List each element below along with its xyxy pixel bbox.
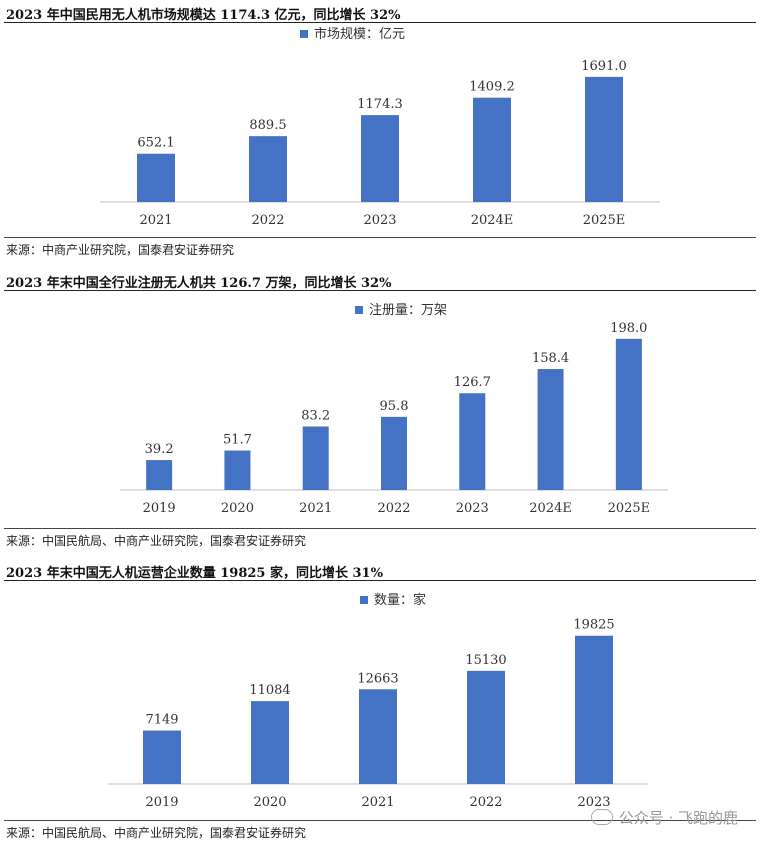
bar-2019 [143,730,181,784]
x-tick-label-2019: 2019 [145,795,178,810]
chart-1-title: 2023 年中国民用无人机市场规模达 1174.3 亿元，同比增长 32% [6,8,401,23]
data-label-2023: 1174.3 [357,97,403,112]
x-tick-label-2025E: 2025E [583,213,626,228]
bar-2020 [224,450,251,490]
chart-3-source: 来源：中国民航局、中商产业研究院，国泰君安证券研究 [6,826,307,840]
bar-2025E [615,338,642,490]
x-tick-label-2023: 2023 [456,501,489,516]
data-label-2021: 83.2 [301,408,330,423]
chart-3-top-rule [4,580,756,581]
data-label-2021: 652.1 [137,136,174,151]
x-tick-label-2022: 2022 [377,501,410,516]
legend-swatch [360,596,368,604]
x-tick-label-2021: 2021 [361,795,394,810]
chart-1-top-rule [4,22,756,23]
bar-2019 [146,460,173,490]
x-tick-label-2024E: 2024E [529,501,572,516]
bar-2021 [137,153,175,202]
x-tick-label-2019: 2019 [143,501,176,516]
legend-swatch [300,30,308,38]
data-label-2020: 51.7 [223,433,252,448]
legend-swatch [355,306,363,314]
watermark-text: 公众号 · 飞跑的鹿 [618,809,738,827]
data-label-2023: 126.7 [454,375,491,390]
x-tick-label-2023: 2023 [363,213,396,228]
bar-2022 [249,136,287,202]
data-label-2023: 19825 [573,618,614,633]
chart-2-bottom-rule [4,528,756,529]
chart-2-title: 2023 年末中国全行业注册无人机共 126.7 万架，同比增长 32% [6,276,392,291]
data-label-2024E: 158.4 [532,351,569,366]
chart-1-source: 来源：中商产业研究院，国泰君安证券研究 [6,243,235,257]
chart-2-top-rule [4,290,756,291]
x-tick-label-2024E: 2024E [471,213,514,228]
data-label-2021: 12663 [357,671,398,686]
chart-1-plot: 市场规模：亿元 652.1 2021 889.5 2022 1174.3 2023 1409.… [100,26,660,228]
data-label-2022: 95.8 [380,399,409,414]
watermark: 公众号 · 飞跑的鹿 [590,807,738,828]
x-tick-label-2022: 2022 [251,213,284,228]
chart-2-plot: 注册量：万架 39.2 2019 51.7 2020 83.2 2021 95.8 2022 12… [120,303,668,516]
bar-2023 [361,115,399,202]
wechat-icon [590,809,613,825]
chart-3-title: 2023 年末中国无人机运营企业数量 19825 家，同比增长 31% [6,566,383,581]
data-label-2022: 889.5 [249,118,286,133]
data-label-2019: 7149 [145,713,178,728]
chart-3-bottom-rule [4,820,756,821]
chart-3-plot: 数量：家 7149 2019 11084 2020 12663 2021 15130 2022 1… [108,592,648,810]
x-tick-label-2023: 2023 [577,795,610,810]
bar-2025E [585,76,623,202]
x-tick-label-2021: 2021 [299,501,332,516]
legend-label: 数量：家 [374,592,426,608]
data-label-2022: 15130 [465,653,506,668]
data-label-2020: 11084 [249,683,290,698]
x-tick-label-2025E: 2025E [608,501,651,516]
data-label-2024E: 1409.2 [469,80,515,95]
legend-label: 市场规模：亿元 [314,26,405,42]
chart-2-source: 来源：中国民航局、中商产业研究院，国泰君安证券研究 [6,534,307,548]
chart-1-bottom-rule [4,237,756,238]
bar-2021 [302,426,329,490]
bar-2024E [537,369,564,490]
x-tick-label-2020: 2020 [221,501,254,516]
x-tick-label-2021: 2021 [139,213,172,228]
data-label-2025E: 1691.0 [581,59,627,74]
data-label-2019: 39.2 [145,442,174,457]
bar-2023 [459,393,486,490]
bar-2023 [575,635,613,784]
bar-2020 [251,701,289,784]
bar-2022 [381,416,407,490]
x-tick-label-2020: 2020 [253,795,286,810]
legend-label: 注册量：万架 [369,303,447,318]
x-tick-label-2022: 2022 [469,795,502,810]
bar-2021 [359,689,397,784]
bar-2022 [467,670,505,784]
bar-2024E [473,97,511,202]
data-label-2025E: 198.0 [610,321,647,336]
